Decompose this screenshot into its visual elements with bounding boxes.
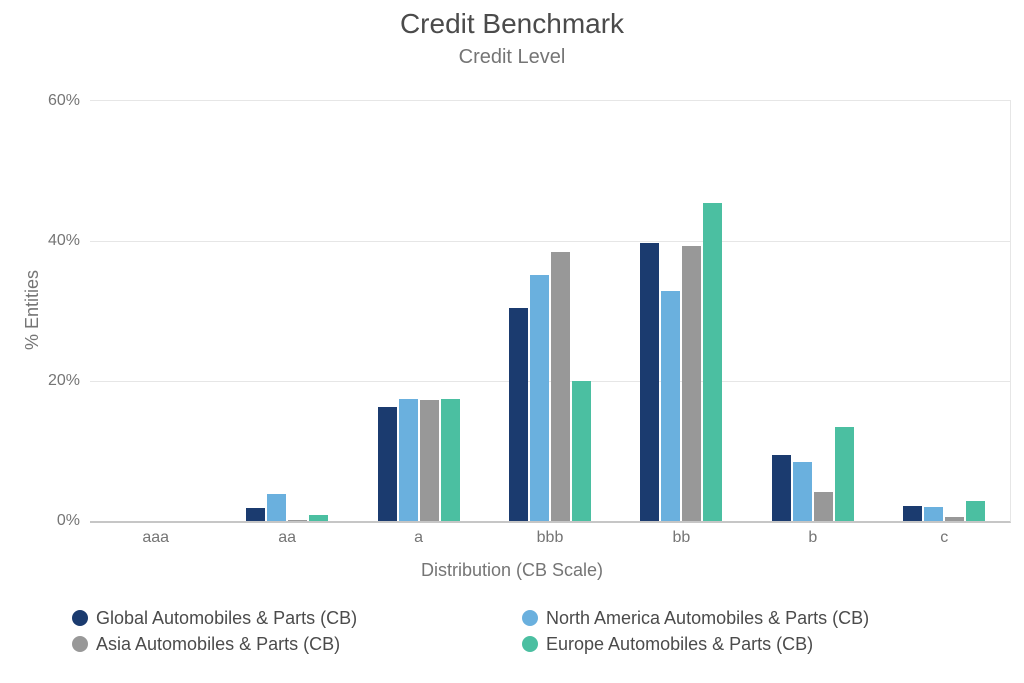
bar xyxy=(682,246,701,521)
bar xyxy=(551,252,570,522)
bar xyxy=(441,399,460,522)
legend-swatch xyxy=(72,610,88,626)
y-tick-label: 20% xyxy=(48,372,80,390)
bar xyxy=(661,291,680,521)
legend-swatch xyxy=(522,636,538,652)
x-tick-label: c xyxy=(940,529,948,547)
gridline xyxy=(90,241,1010,242)
legend: Global Automobiles & Parts (CB) North Ame… xyxy=(72,605,972,657)
gridline xyxy=(90,381,1010,382)
bar xyxy=(530,275,549,521)
x-tick-label: bbb xyxy=(537,529,564,547)
x-tick-label: aaa xyxy=(142,529,169,547)
legend-item: North America Automobiles & Parts (CB) xyxy=(522,605,972,631)
legend-label: Europe Automobiles & Parts (CB) xyxy=(546,634,813,655)
bar xyxy=(246,508,265,521)
bar xyxy=(814,492,833,521)
bar xyxy=(509,308,528,522)
bar xyxy=(267,494,286,521)
bar xyxy=(288,520,307,521)
bar xyxy=(640,243,659,521)
y-axis-label: % Entities xyxy=(22,270,43,350)
credit-benchmark-chart: Credit Benchmark Credit Level % Entities… xyxy=(0,0,1024,683)
legend-item: Asia Automobiles & Parts (CB) xyxy=(72,631,522,657)
x-tick-label: bb xyxy=(673,529,691,547)
chart-title: Credit Benchmark xyxy=(0,8,1024,40)
bar xyxy=(572,381,591,521)
bar xyxy=(703,203,722,522)
bar xyxy=(378,407,397,521)
x-tick-label: a xyxy=(414,529,423,547)
bar xyxy=(399,399,418,522)
legend-item: Global Automobiles & Parts (CB) xyxy=(72,605,522,631)
x-tick-label: aa xyxy=(278,529,296,547)
legend-label: Global Automobiles & Parts (CB) xyxy=(96,608,357,629)
bar xyxy=(835,427,854,521)
bar xyxy=(945,517,964,521)
bar xyxy=(420,400,439,521)
y-tick-label: 0% xyxy=(57,512,80,530)
bar xyxy=(903,506,922,521)
legend-label: Asia Automobiles & Parts (CB) xyxy=(96,634,340,655)
legend-item: Europe Automobiles & Parts (CB) xyxy=(522,631,972,657)
plot-area: 0%20%40%60%aaaaaabbbbbbc xyxy=(90,100,1011,523)
bar xyxy=(966,501,985,521)
legend-swatch xyxy=(522,610,538,626)
y-tick-label: 40% xyxy=(48,232,80,250)
x-axis-label: Distribution (CB Scale) xyxy=(0,560,1024,581)
bar xyxy=(309,515,328,521)
y-tick-label: 60% xyxy=(48,92,80,110)
bar xyxy=(924,507,943,521)
legend-swatch xyxy=(72,636,88,652)
legend-label: North America Automobiles & Parts (CB) xyxy=(546,608,869,629)
bar xyxy=(793,462,812,522)
chart-subtitle: Credit Level xyxy=(0,46,1024,69)
x-tick-label: b xyxy=(808,529,817,547)
bar xyxy=(772,455,791,522)
